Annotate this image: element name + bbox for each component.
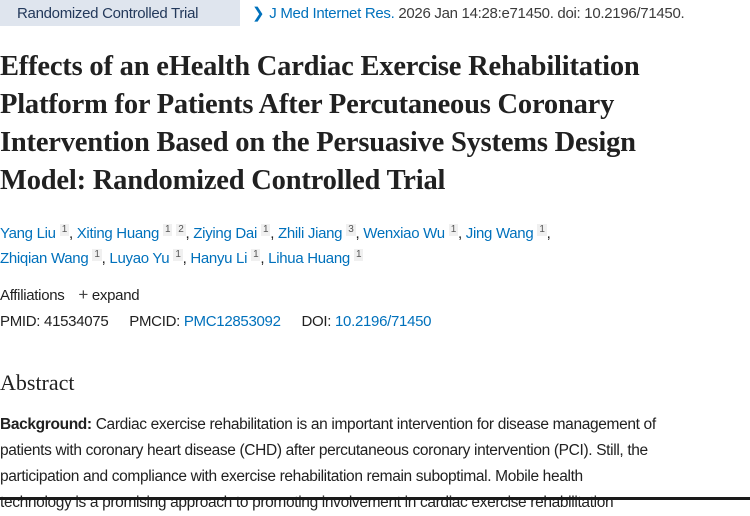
author-link[interactable]: Lihua Huang [268,250,350,267]
article-type-badge: Randomized Controlled Trial [0,0,240,26]
affiliation-ref[interactable]: 1 [353,249,364,261]
affiliations-label: Affiliations [0,287,65,304]
citation: ❯ J Med Internet Res. 2026 Jan 14:28:e714… [252,4,685,22]
author-link[interactable]: Luyao Yu [109,250,170,267]
doi-link[interactable]: 10.2196/71450 [335,313,432,330]
author-link[interactable]: Xiting Huang [76,225,160,242]
affiliation-ref[interactable]: 1 [260,224,271,236]
abstract-line: patients with coronary heart disease (CH… [0,442,648,459]
affiliation-ref[interactable]: 2 [176,224,186,236]
affiliation-ref[interactable]: 1 [173,249,183,261]
pmcid-link[interactable]: PMC12853092 [183,313,281,330]
affiliations: Affiliations + expand [0,285,140,305]
affiliation-ref[interactable]: 1 [59,224,69,236]
author-link[interactable]: Zhiqian Wang [0,250,89,267]
affiliation-ref[interactable]: 1 [537,224,547,236]
title-line: Effects of an eHealth Cardiac Exercise R… [0,51,640,82]
background-label: Background: [0,416,92,433]
abstract-line: technology is a promising approach to pr… [0,494,614,511]
title-line: Platform for Patients After Percutaneous… [0,89,615,120]
title-line: Intervention Based on the Persuasive Sys… [0,127,636,158]
abstract-line: Background: Cardiac exercise rehabilitat… [0,412,656,438]
citation-details: 2026 Jan 14:28:e71450. doi: 10.2196/7145… [394,5,685,22]
plus-icon: + [78,285,89,304]
header-bar: Randomized Controlled Trial ❯ J Med Inter… [0,0,685,26]
author-link[interactable]: Wenxiao Wu [363,225,445,242]
author-separator: , [458,225,466,242]
article-title: Effects of an eHealth Cardiac Exercise R… [0,48,640,200]
abstract-text: Cardiac exercise rehabilitation is an im… [91,416,656,433]
author-link[interactable]: Yang Liu [0,225,56,242]
author-separator: , [185,225,194,242]
journal-link[interactable]: J Med Internet Res. [269,5,395,22]
pmid-value: 41534075 [44,313,109,330]
expand-label: expand [91,287,140,304]
affiliation-ref[interactable]: 1 [163,224,173,236]
author-separator: , [546,225,551,242]
author-separator: , [270,225,278,242]
author-separator: , [182,250,191,267]
abstract-line: participation and compliance with exerci… [0,468,583,485]
affiliation-ref[interactable]: 1 [92,249,102,261]
doi-label: DOI: [301,313,332,330]
author-link[interactable]: Jing Wang [465,225,534,242]
bottom-edge [0,497,750,500]
article-ids: PMID: 41534075 PMCID: PMC12853092 DOI: 1… [0,313,432,330]
affiliation-ref[interactable]: 1 [448,224,459,236]
abstract-background: Background: Cardiac exercise rehabilitat… [0,412,656,516]
pmid-label: PMID: [0,313,41,330]
author-separator: , [68,225,77,242]
chevron-right-icon[interactable]: ❯ [252,5,265,22]
author-separator: , [260,250,269,267]
author-list: Yang Liu 1, Xiting Huang 1 2, Ziying Dai 1, … [0,221,551,271]
author-link[interactable]: Hanyu Li [190,250,248,267]
affiliation-ref[interactable]: 1 [251,249,261,261]
pmcid-label: PMCID: [129,313,180,330]
author-link[interactable]: Zhili Jiang [278,225,343,242]
expand-affiliations-button[interactable]: + expand [68,285,140,304]
abstract-heading: Abstract [0,370,75,395]
author-separator: , [355,225,364,242]
author-separator: , [101,250,110,267]
affiliation-ref[interactable]: 3 [346,224,356,236]
author-link[interactable]: Ziying Dai [193,225,257,242]
title-line: Model: Randomized Controlled Trial [0,165,446,196]
